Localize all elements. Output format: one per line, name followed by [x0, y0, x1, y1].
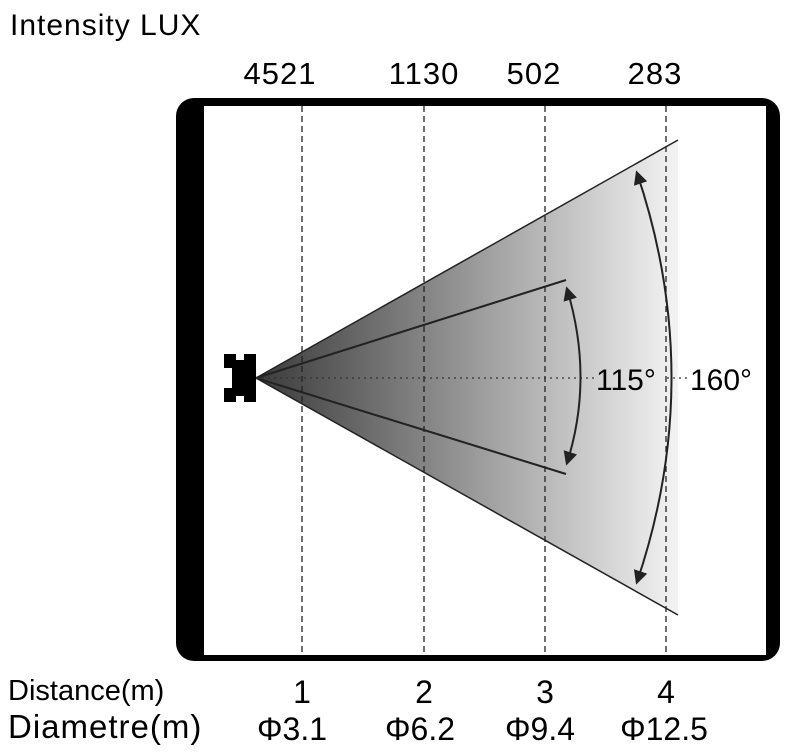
angle-arc-160 [633, 170, 673, 585]
angle-arc-115 [563, 286, 582, 466]
diameter-value-1: Φ3.1 [257, 711, 327, 747]
diameter-value-2: Φ6.2 [385, 711, 455, 747]
angle-label-outer: 160° [690, 364, 752, 397]
beam-edge-outer-bottom [255, 377, 679, 616]
lux-value-2: 1130 [389, 56, 460, 91]
distance-gridlines [301, 106, 667, 655]
distance-value-2: 2 [415, 674, 433, 710]
lux-value-4: 283 [628, 56, 683, 91]
diameter-value-4: Φ12.5 [620, 711, 708, 747]
lux-value-1: 4521 [244, 56, 317, 91]
light-fixture-icon [224, 354, 256, 402]
distance-value-1: 1 [293, 674, 311, 710]
beam-edge-inner-top [255, 279, 567, 379]
lux-value-3: 502 [507, 56, 562, 91]
distance-row-label: Distance(m) [8, 675, 164, 707]
beam-edge-inner-bottom [255, 377, 567, 475]
diameter-value-3: Φ9.4 [505, 711, 575, 747]
angle-label-inner: 115° [596, 364, 656, 397]
distance-value-4: 4 [657, 674, 675, 710]
distance-value-3: 3 [536, 674, 554, 710]
chart-title: Intensity LUX [10, 9, 201, 42]
beam-edge-outer-top [255, 139, 679, 379]
diameter-row-label: Diametre(m) [8, 708, 202, 745]
